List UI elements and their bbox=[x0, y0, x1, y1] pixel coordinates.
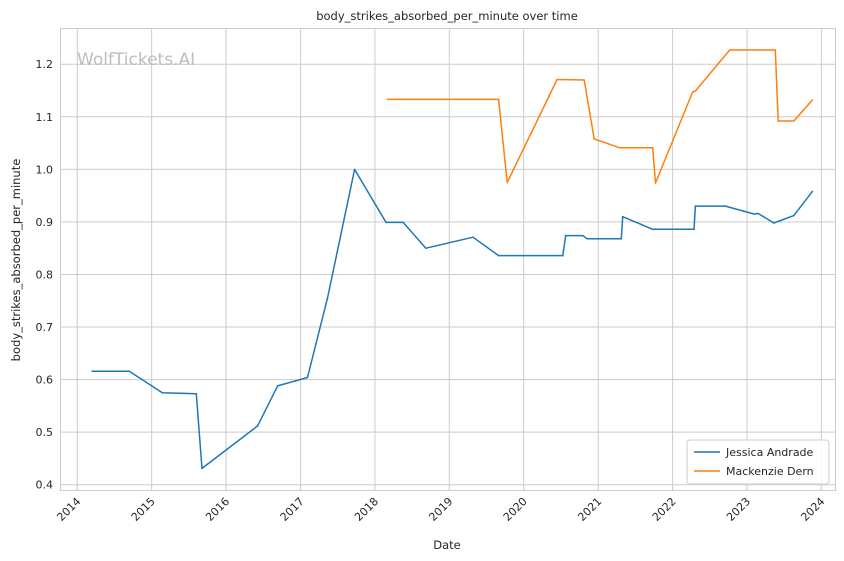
series-line-mackenzie-dern bbox=[387, 49, 813, 184]
legend-label-mackenzie-dern: Mackenzie Dern bbox=[726, 465, 814, 478]
data-point-mackenzie-dern bbox=[793, 120, 795, 122]
data-point-jessica-andrade bbox=[564, 234, 567, 237]
data-point-jessica-andrade bbox=[620, 237, 623, 240]
data-point-jessica-andrade bbox=[724, 205, 727, 207]
x-tick-label: 2022 bbox=[650, 495, 679, 524]
data-point-mackenzie-dern bbox=[593, 138, 595, 140]
data-point-jessica-andrade bbox=[811, 190, 814, 193]
data-point-mackenzie-dern bbox=[583, 79, 585, 81]
data-point-jessica-andrade bbox=[651, 228, 654, 231]
data-point-mackenzie-dern bbox=[777, 120, 779, 122]
legend-label-jessica-andrade: Jessica Andrade bbox=[725, 446, 814, 459]
y-tick-label: 1.0 bbox=[36, 163, 54, 176]
data-point-mackenzie-dern bbox=[774, 49, 777, 51]
data-point-jessica-andrade bbox=[326, 297, 329, 299]
x-tick-label: 2018 bbox=[352, 495, 381, 524]
data-point-jessica-andrade bbox=[472, 236, 474, 238]
data-point-mackenzie-dern bbox=[651, 147, 654, 149]
data-point-jessica-andrade bbox=[793, 214, 795, 217]
watermark-text: WolfTickets.AI bbox=[77, 50, 195, 70]
data-point-mackenzie-dern bbox=[728, 49, 731, 51]
x-tick-label: 2023 bbox=[724, 495, 753, 524]
data-point-jessica-andrade bbox=[497, 254, 500, 257]
chart-title: body_strikes_absorbed_per_minute over ti… bbox=[316, 9, 578, 23]
data-point-mackenzie-dern bbox=[506, 181, 509, 184]
x-tick-labels: 2014 2015 2016 2017 2018 2019 2020 2021 2022 2023… bbox=[54, 495, 827, 524]
y-tick-label: 0.4 bbox=[36, 479, 54, 492]
x-tick-label: 2020 bbox=[501, 495, 530, 524]
x-tick-label: 2015 bbox=[129, 495, 158, 524]
data-point-mackenzie-dern bbox=[691, 91, 694, 93]
x-tick-label: 2021 bbox=[575, 495, 604, 524]
series-layer bbox=[91, 49, 814, 470]
y-tick-label: 1.2 bbox=[36, 58, 54, 71]
data-point-jessica-andrade bbox=[773, 222, 775, 224]
x-tick-label: 2014 bbox=[54, 495, 83, 524]
series-line-jessica-andrade bbox=[92, 168, 813, 470]
data-point-mackenzie-dern bbox=[556, 78, 558, 81]
x-tick-label: 2024 bbox=[798, 495, 827, 524]
data-point-mackenzie-dern bbox=[619, 147, 621, 149]
x-gridlines bbox=[76, 29, 822, 490]
x-tick-label: 2019 bbox=[426, 495, 455, 524]
data-point-jessica-andrade bbox=[582, 234, 584, 237]
data-point-jessica-andrade bbox=[385, 221, 387, 224]
data-point-jessica-andrade bbox=[353, 168, 356, 171]
data-point-jessica-andrade bbox=[621, 215, 624, 218]
data-point-jessica-andrade bbox=[128, 370, 131, 373]
data-point-jessica-andrade bbox=[91, 370, 93, 373]
data-point-jessica-andrade bbox=[306, 376, 309, 379]
data-point-jessica-andrade bbox=[402, 221, 404, 224]
y-tick-label: 1.1 bbox=[36, 111, 54, 124]
x-tick-label: 2017 bbox=[278, 495, 307, 524]
data-point-jessica-andrade bbox=[757, 212, 759, 215]
legend: Jessica Andrade Mackenzie Dern bbox=[686, 439, 830, 485]
y-tick-label: 0.9 bbox=[36, 216, 54, 229]
x-tick-label: 2016 bbox=[203, 495, 232, 524]
data-point-mackenzie-dern bbox=[654, 182, 657, 184]
plot-frame bbox=[60, 28, 836, 491]
data-point-jessica-andrade bbox=[586, 237, 588, 240]
data-point-jessica-andrade bbox=[195, 393, 198, 395]
data-point-jessica-andrade bbox=[753, 213, 755, 215]
legend-box bbox=[686, 439, 830, 485]
y-tick-label: 0.5 bbox=[36, 426, 54, 439]
data-point-jessica-andrade bbox=[562, 254, 564, 257]
y-axis-label: body_strikes_absorbed_per_minute bbox=[9, 159, 23, 362]
data-point-mackenzie-dern bbox=[386, 98, 389, 101]
data-point-jessica-andrade bbox=[201, 467, 203, 470]
y-gridlines bbox=[61, 63, 835, 486]
y-tick-label: 0.6 bbox=[36, 374, 54, 387]
data-point-mackenzie-dern bbox=[694, 90, 697, 92]
data-point-jessica-andrade bbox=[693, 228, 695, 231]
data-point-jessica-andrade bbox=[425, 247, 427, 249]
data-point-jessica-andrade bbox=[276, 385, 279, 387]
data-point-jessica-andrade bbox=[694, 205, 697, 207]
x-axis-label: Date bbox=[433, 538, 461, 552]
data-point-jessica-andrade bbox=[256, 425, 259, 427]
y-tick-labels: 0.4 0.5 0.6 0.7 0.8 0.9 1.0 1.1 1.2 bbox=[36, 58, 54, 492]
data-point-mackenzie-dern bbox=[497, 98, 500, 101]
data-point-jessica-andrade bbox=[161, 392, 164, 394]
data-point-mackenzie-dern bbox=[811, 99, 814, 101]
y-tick-label: 0.7 bbox=[36, 321, 54, 334]
y-tick-label: 0.8 bbox=[36, 268, 54, 281]
